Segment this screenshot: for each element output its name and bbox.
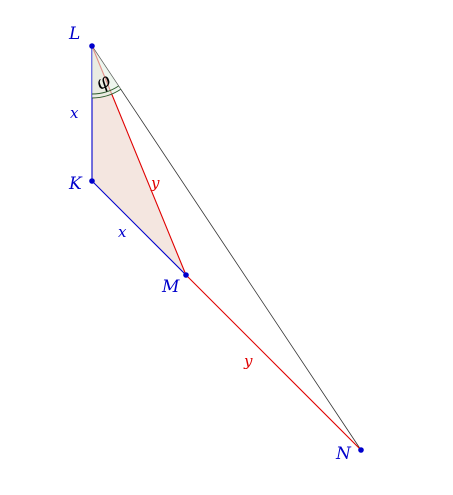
segment-km [91, 180, 187, 276]
point-k [89, 178, 95, 184]
angle-arc-inner [91, 85, 119, 95]
label-segment-km: x [118, 223, 127, 241]
angle-fill [92, 46, 121, 98]
label-segment-mn: y [243, 352, 253, 370]
label-segment-lm: y [150, 174, 160, 192]
segment-mn [185, 274, 362, 451]
point-l [89, 43, 95, 49]
label-point-m: M [161, 277, 180, 297]
label-point-n: N [335, 444, 352, 464]
label-segment-lk: x [70, 104, 79, 122]
angle-arc-outer [91, 88, 122, 99]
segment-ln [91, 45, 362, 451]
point-m [183, 272, 189, 278]
label-point-l: L [68, 24, 80, 44]
point-n [358, 447, 364, 453]
label-point-k: K [68, 174, 83, 194]
